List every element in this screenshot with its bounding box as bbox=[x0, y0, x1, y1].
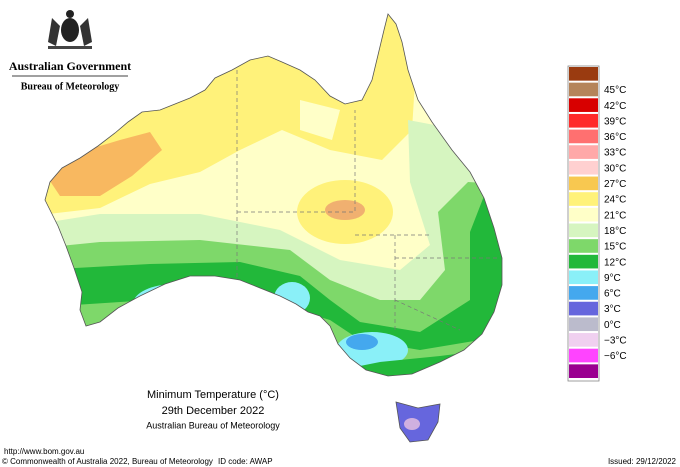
legend-swatch bbox=[569, 129, 598, 144]
legend-swatch bbox=[569, 160, 598, 175]
legend-swatch bbox=[569, 286, 598, 300]
legend-swatch bbox=[569, 254, 598, 269]
legend-label: 12°C bbox=[604, 257, 626, 268]
legend-swatch bbox=[569, 176, 598, 191]
legend-label: −6°C bbox=[604, 351, 627, 362]
legend-swatch bbox=[569, 348, 598, 363]
legend-swatch bbox=[569, 145, 598, 159]
legend-swatch bbox=[569, 317, 598, 332]
map-source: Australian Bureau of Meteorology bbox=[146, 420, 280, 430]
map-title: Minimum Temperature (°C) bbox=[147, 389, 279, 401]
coastline bbox=[44, 13, 503, 377]
coat-of-arms bbox=[48, 10, 92, 49]
footer-issued: Issued: 29/12/2022 bbox=[608, 457, 677, 466]
legend-label: 15°C bbox=[604, 242, 626, 253]
legend-swatch bbox=[569, 192, 598, 206]
government-name: Australian Government bbox=[9, 59, 131, 73]
legend-frame bbox=[567, 65, 600, 382]
legend-label: 9°C bbox=[604, 273, 621, 284]
legend-label: 6°C bbox=[604, 289, 621, 300]
agency-name: Bureau of Meteorology bbox=[21, 81, 120, 92]
legend-label: 39°C bbox=[604, 116, 626, 127]
legend-label: 42°C bbox=[604, 101, 626, 112]
legend-label: 36°C bbox=[604, 132, 626, 143]
legend-label: 24°C bbox=[604, 195, 626, 206]
legend-swatch bbox=[569, 82, 598, 97]
legend-swatch bbox=[569, 333, 598, 347]
legend-swatch bbox=[569, 207, 598, 222]
legend-swatch bbox=[569, 98, 598, 112]
map-date: 29th December 2022 bbox=[162, 405, 265, 417]
legend-swatch bbox=[569, 67, 598, 81]
legend-label: 21°C bbox=[604, 210, 626, 221]
state-borders bbox=[236, 70, 498, 332]
legend-swatch bbox=[569, 301, 598, 316]
footer-id-code: ID code: AWAP bbox=[218, 457, 273, 466]
legend-label: 33°C bbox=[604, 148, 626, 159]
legend-swatch bbox=[569, 239, 598, 253]
tasmania bbox=[395, 401, 441, 443]
legend-label: 3°C bbox=[604, 304, 621, 315]
legend-swatch bbox=[569, 364, 598, 378]
legend-swatch bbox=[569, 270, 598, 285]
footer-url: http://www.bom.gov.au bbox=[4, 447, 84, 456]
legend-label: 0°C bbox=[604, 320, 621, 331]
legend-swatch bbox=[569, 223, 598, 238]
legend-label: 30°C bbox=[604, 163, 626, 174]
legend-label: 27°C bbox=[604, 179, 626, 190]
legend-swatch bbox=[569, 113, 598, 128]
legend-label: −3°C bbox=[604, 336, 627, 347]
legend-label: 18°C bbox=[604, 226, 626, 237]
legend-label: 45°C bbox=[604, 85, 626, 96]
footer-copyright: © Commonwealth of Australia 2022, Bureau… bbox=[2, 457, 213, 466]
